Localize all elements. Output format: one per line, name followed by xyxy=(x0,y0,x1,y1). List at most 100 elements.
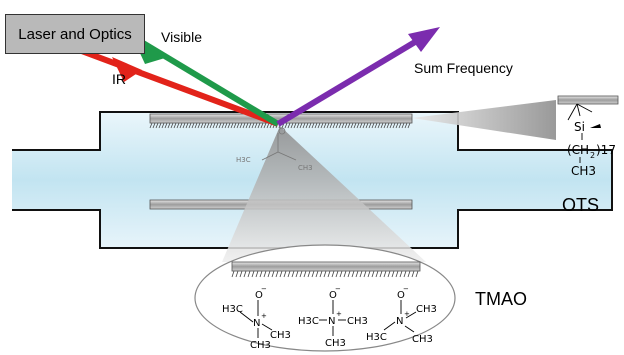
cell-molecule-label-left: H3C xyxy=(236,156,251,164)
monolayer-chain-tick xyxy=(303,270,307,278)
monolayer-chain-tick xyxy=(335,270,339,278)
monolayer-chain-tick xyxy=(344,122,348,129)
monolayer-chain-tick xyxy=(383,270,387,278)
svg-text:CH3: CH3 xyxy=(347,316,368,327)
ir-beam-label: IR xyxy=(112,71,126,87)
monolayer-chain-tick xyxy=(236,122,240,129)
monolayer-chain-tick xyxy=(257,122,261,129)
monolayer-chain-tick xyxy=(209,122,213,129)
svg-text:H3C: H3C xyxy=(366,332,387,343)
monolayer-chain-tick xyxy=(371,122,375,129)
monolayer-chain-tick xyxy=(191,122,195,129)
monolayer-chain-tick xyxy=(287,122,291,129)
monolayer-chain-tick xyxy=(356,122,360,129)
svg-text:H3C: H3C xyxy=(298,316,319,327)
monolayer-chain-tick xyxy=(350,122,354,129)
top-surface-plate xyxy=(149,113,413,129)
svg-text:N: N xyxy=(396,316,403,327)
monolayer-chain-tick xyxy=(319,270,323,278)
monolayer-chain-tick xyxy=(343,270,347,278)
monolayer-chain-tick xyxy=(359,270,363,278)
monolayer-chain-tick xyxy=(368,122,372,129)
monolayer-chain-tick xyxy=(363,270,367,278)
monolayer-chain-tick xyxy=(375,270,379,278)
monolayer-chain-tick xyxy=(215,122,219,129)
monolayer-chain-tick xyxy=(149,122,153,129)
monolayer-chain-tick xyxy=(341,122,345,129)
monolayer-chain-tick xyxy=(296,122,300,129)
monolayer-chain-tick xyxy=(279,270,283,278)
ots-label: OTS xyxy=(562,195,600,215)
tmao-molecule-3: O − N + H3C CH3 CH3 xyxy=(366,285,437,345)
monolayer-chain-tick xyxy=(233,122,237,129)
svg-text:CH3: CH3 xyxy=(250,340,271,351)
monolayer-chain-tick xyxy=(267,270,271,278)
monolayer-chain-tick xyxy=(367,270,371,278)
svg-text:Si: Si xyxy=(574,120,585,134)
monolayer-chain-tick xyxy=(152,122,156,129)
monolayer-chain-tick xyxy=(347,122,351,129)
monolayer-chain-tick xyxy=(359,122,363,129)
monolayer-chain-tick xyxy=(411,270,415,278)
ir-beam-arrowhead xyxy=(112,57,142,82)
sum-frequency-arrowhead xyxy=(408,27,440,52)
monolayer-chain-tick xyxy=(353,122,357,129)
svg-text:−: − xyxy=(261,285,267,293)
svg-text:CH3: CH3 xyxy=(412,334,433,345)
monolayer-chain-tick xyxy=(158,122,162,129)
monolayer-chain-tick xyxy=(275,270,279,278)
monolayer-chain-tick xyxy=(164,122,168,129)
monolayer-chain-tick xyxy=(386,122,390,129)
monolayer-chain-tick xyxy=(395,270,399,278)
monolayer-chain-tick xyxy=(284,122,288,129)
monolayer-chain-tick xyxy=(290,122,294,129)
monolayer-chain-tick xyxy=(332,122,336,129)
monolayer-chain-tick xyxy=(302,122,306,129)
tmao-zoom-cone xyxy=(222,126,426,262)
monolayer-chain-tick xyxy=(379,270,383,278)
svg-text:N: N xyxy=(253,318,260,329)
monolayer-chain-tick xyxy=(251,270,255,278)
monolayer-chain-tick xyxy=(377,122,381,129)
monolayer-chain-tick xyxy=(155,122,159,129)
tmao-zoom-ellipse xyxy=(194,244,456,352)
monolayer-chain-tick xyxy=(362,122,366,129)
monolayer-chain-tick xyxy=(251,122,255,129)
laser-optics-box: Laser and Optics xyxy=(5,14,145,54)
monolayer-chain-tick xyxy=(351,270,355,278)
tmao-molecule-1: O − N + H3C CH3 CH3 xyxy=(222,285,291,351)
svg-text:O: O xyxy=(397,290,405,301)
sum-frequency-label: Sum Frequency xyxy=(414,60,513,76)
monolayer-chain-tick xyxy=(398,122,402,129)
monolayer-chain-tick xyxy=(399,270,403,278)
ots-structure: Si (CH 2 )17 CH3 xyxy=(557,95,619,178)
svg-text:(CH: (CH xyxy=(567,143,589,157)
svg-text:−: − xyxy=(335,285,341,293)
svg-text:+: + xyxy=(261,312,267,320)
monolayer-chain-tick xyxy=(248,122,252,129)
monolayer-chain-tick xyxy=(355,270,359,278)
sum-frequency-beam xyxy=(276,33,427,127)
monolayer-chain-tick xyxy=(403,270,407,278)
monolayer-chain-tick xyxy=(185,122,189,129)
monolayer-chain-tick xyxy=(320,122,324,129)
svg-text:CH3: CH3 xyxy=(325,338,346,349)
monolayer-chain-tick xyxy=(203,122,207,129)
monolayer-chain-tick xyxy=(239,122,243,129)
monolayer-chain-tick xyxy=(263,270,267,278)
svg-text:CH3: CH3 xyxy=(270,330,291,341)
monolayer-chain-tick xyxy=(307,270,311,278)
monolayer-chain-tick xyxy=(245,122,249,129)
monolayer-chain-tick xyxy=(389,122,393,129)
tmao-label: TMAO xyxy=(475,289,527,309)
cell-molecule-sketch xyxy=(261,127,297,161)
monolayer-chain-tick xyxy=(235,270,239,278)
monolayer-chain-tick xyxy=(259,270,263,278)
monolayer-chain-tick xyxy=(266,122,270,129)
visible-beam-label: Visible xyxy=(161,29,202,45)
visible-beam xyxy=(126,31,280,127)
monolayer-chain-tick xyxy=(221,122,225,129)
svg-text:O: O xyxy=(329,290,337,301)
monolayer-chain-tick xyxy=(161,122,165,129)
monolayer-chain-tick xyxy=(383,122,387,129)
